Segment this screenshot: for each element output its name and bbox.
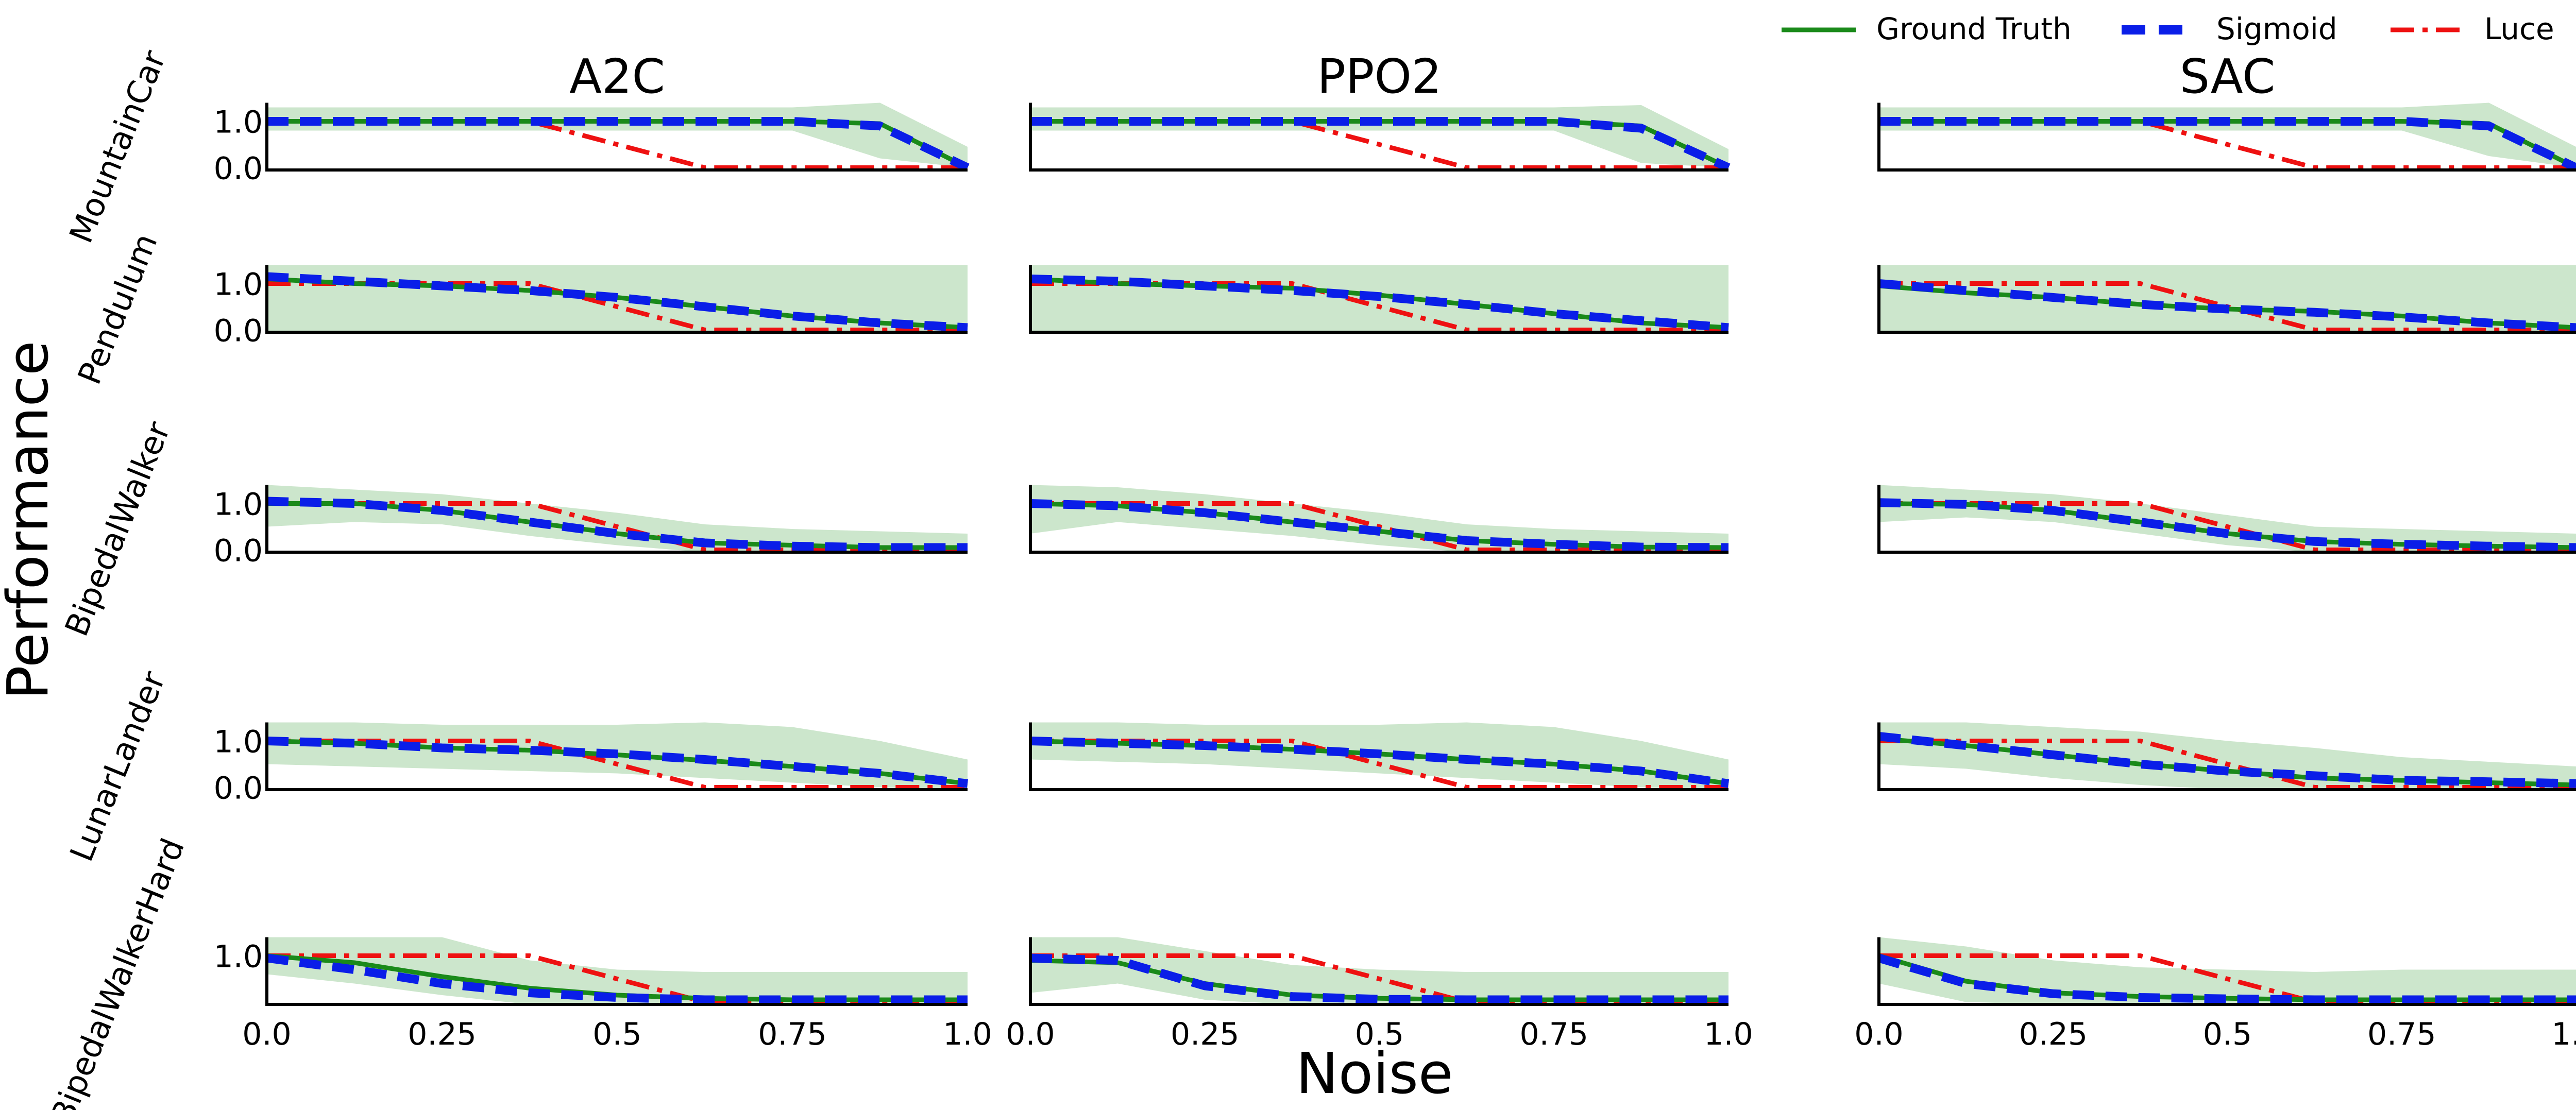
luce-line-bipedalwalker-sac bbox=[1879, 501, 2576, 552]
axes bbox=[265, 103, 2576, 1006]
luce-line-pendulum-ppo2 bbox=[1030, 281, 1728, 332]
column-title-ppo2: PPO2 bbox=[1317, 49, 1442, 104]
ytick-label-bipedalwalker: 0.0 bbox=[214, 533, 263, 569]
band-bipedalwalker-a2c bbox=[267, 485, 968, 552]
sigmoid-line-lunarlander-sac bbox=[1878, 732, 2576, 788]
sigmoid-line-mountaincar-a2c bbox=[267, 117, 970, 172]
legend: Ground Truth Sigmoid Luce bbox=[1782, 11, 2554, 46]
luce-line-bipedalwalker-a2c bbox=[267, 501, 968, 552]
xtick-label-a2c: 0.0 bbox=[242, 1016, 291, 1052]
sigmoid-line-bipedalwalker-a2c bbox=[266, 497, 968, 552]
xtick-label-sac: 0.25 bbox=[2019, 1016, 2088, 1052]
band-mountaincar-sac bbox=[1879, 103, 2576, 168]
ytick-label-lunarlander: 1.0 bbox=[214, 724, 263, 760]
row-label-bipedalwalker: BipedalWalker bbox=[57, 416, 177, 641]
xtick-label-ppo2: 0.5 bbox=[1355, 1016, 1404, 1052]
ytick-label-bipedalwalker: 1.0 bbox=[214, 487, 263, 523]
sigmoid-line-pendulum-sac bbox=[1878, 279, 2576, 332]
ytick-label-pendulum: 0.0 bbox=[214, 313, 263, 349]
xtick-label-a2c: 0.5 bbox=[592, 1016, 641, 1052]
band-mountaincar-a2c bbox=[267, 103, 968, 168]
ytick-label-mountaincar: 1.0 bbox=[214, 105, 263, 141]
band-lunarlander-sac bbox=[1879, 722, 2576, 790]
luce-line-bipedalwalker-ppo2 bbox=[1030, 501, 1728, 552]
sigmoid-line-pendulum-a2c bbox=[266, 272, 968, 332]
figure-xlabel: Noise bbox=[1296, 1040, 1453, 1106]
legend-label-luce: Luce bbox=[2484, 11, 2554, 46]
column-title-a2c: A2C bbox=[569, 49, 665, 104]
luce-line-bipedalwalkerhard-ppo2 bbox=[1030, 953, 1728, 1004]
ytick-label-lunarlander: 0.0 bbox=[214, 771, 263, 807]
luce-line-bipedalwalkerhard-a2c bbox=[267, 953, 968, 1004]
luce-line-pendulum-a2c bbox=[267, 281, 968, 332]
luce-line-lunarlander-ppo2 bbox=[1030, 739, 1728, 790]
sigmoid-line-bipedalwalkerhard-ppo2 bbox=[1030, 953, 1728, 1004]
band-mountaincar-ppo2 bbox=[1030, 105, 1728, 168]
luce-line-bipedalwalkerhard-sac bbox=[1879, 953, 2576, 1004]
band-bipedalwalker-sac bbox=[1879, 485, 2576, 552]
series-lines bbox=[266, 117, 2576, 1004]
luce-line-mountaincar-a2c bbox=[267, 119, 968, 170]
row-label-pendulum: Pendulum bbox=[70, 228, 164, 389]
xtick-label-a2c: 0.75 bbox=[758, 1016, 827, 1052]
xtick-label-ppo2: 0.25 bbox=[1171, 1016, 1240, 1052]
sigmoid-line-mountaincar-ppo2 bbox=[1030, 117, 1731, 172]
xtick-label-a2c: 1.0 bbox=[943, 1016, 992, 1052]
xtick-label-ppo2: 0.75 bbox=[1519, 1016, 1588, 1052]
xtick-label-ppo2: 1.0 bbox=[1704, 1016, 1753, 1052]
row-label-bipedalwalkerhard: BipedalWalkerHard bbox=[43, 833, 192, 1110]
xtick-label-sac: 0.5 bbox=[2203, 1016, 2252, 1052]
xtick-label-ppo2: 0.0 bbox=[1006, 1016, 1055, 1052]
sigmoid-line-pendulum-ppo2 bbox=[1030, 275, 1729, 332]
band-bipedalwalker-ppo2 bbox=[1030, 485, 1728, 552]
figure-ylabel: Performance bbox=[0, 340, 61, 699]
xtick-label-sac: 1.0 bbox=[2551, 1016, 2576, 1052]
luce-line-lunarlander-sac bbox=[1879, 739, 2576, 790]
luce-line-mountaincar-sac bbox=[1879, 119, 2576, 170]
ground-truth-line-bipedalwalkerhard-a2c bbox=[266, 953, 968, 1002]
sigmoid-line-bipedalwalkerhard-a2c bbox=[266, 953, 968, 1004]
xtick-label-a2c: 0.25 bbox=[408, 1016, 477, 1052]
legend-label-ground-truth: Ground Truth bbox=[1876, 11, 2072, 46]
sigmoid-line-bipedalwalker-ppo2 bbox=[1030, 499, 1729, 552]
sigmoid-line-lunarlander-a2c bbox=[266, 737, 968, 788]
luce-line-lunarlander-a2c bbox=[267, 739, 968, 790]
band-bipedalwalkerhard-ppo2 bbox=[1030, 937, 1728, 1004]
sigmoid-line-lunarlander-ppo2 bbox=[1030, 737, 1730, 788]
luce-line-mountaincar-ppo2 bbox=[1030, 119, 1728, 170]
row-label-mountaincar: MountainCar bbox=[62, 45, 173, 248]
xtick-label-sac: 0.75 bbox=[2367, 1016, 2436, 1052]
legend-label-sigmoid: Sigmoid bbox=[2216, 11, 2337, 46]
ytick-label-pendulum: 1.0 bbox=[214, 267, 263, 303]
ytick-label-bipedalwalkerhard: 1.0 bbox=[214, 939, 263, 975]
sigmoid-line-bipedalwalkerhard-sac bbox=[1877, 953, 2576, 1004]
column-title-sac: SAC bbox=[2180, 49, 2276, 104]
sigmoid-line-mountaincar-sac bbox=[1879, 117, 2576, 172]
xtick-label-sac: 0.0 bbox=[1854, 1016, 1903, 1052]
ytick-label-mountaincar: 0.0 bbox=[214, 151, 263, 187]
sigmoid-line-bipedalwalker-sac bbox=[1878, 498, 2576, 552]
band-bipedalwalkerhard-sac bbox=[1879, 937, 2576, 1004]
